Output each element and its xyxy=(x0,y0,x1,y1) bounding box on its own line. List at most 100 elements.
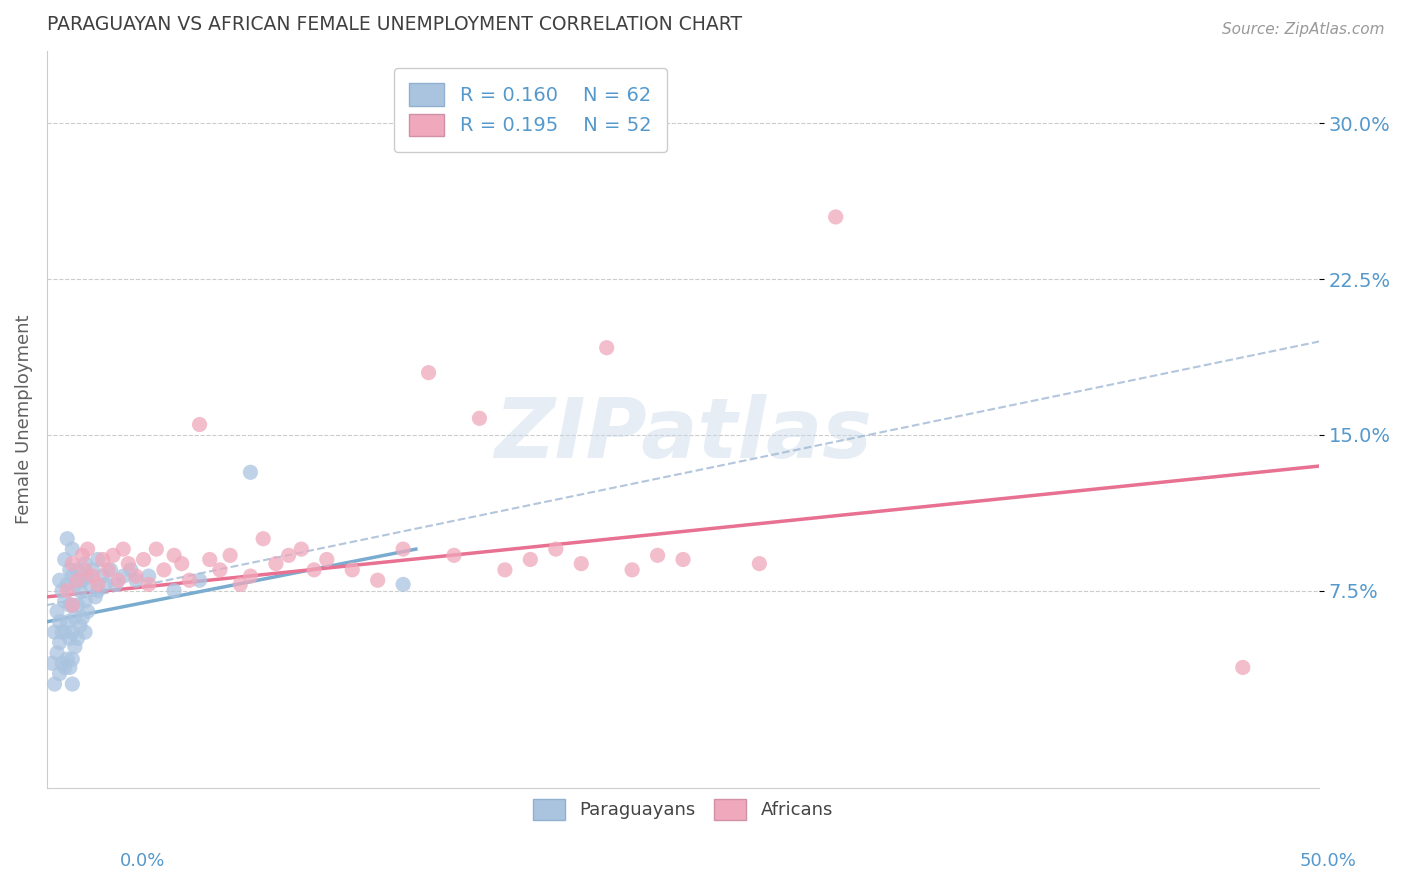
Point xyxy=(46,604,69,618)
Point xyxy=(44,625,66,640)
Point xyxy=(748,557,770,571)
Point xyxy=(117,557,139,571)
Point xyxy=(82,569,104,583)
Point xyxy=(101,549,124,563)
Point xyxy=(60,569,83,583)
Point xyxy=(277,549,299,563)
Text: 50.0%: 50.0% xyxy=(1301,852,1357,870)
Point xyxy=(91,569,114,583)
Legend: Paraguayans, Africans: Paraguayans, Africans xyxy=(526,791,841,827)
Point xyxy=(125,574,148,588)
Point xyxy=(179,574,201,588)
Point xyxy=(163,583,186,598)
Point xyxy=(60,598,83,612)
Point xyxy=(69,583,91,598)
Point xyxy=(595,341,617,355)
Point xyxy=(69,619,91,633)
Point xyxy=(60,598,83,612)
Point xyxy=(367,574,389,588)
Point xyxy=(63,640,86,654)
Point xyxy=(76,542,98,557)
Point xyxy=(125,569,148,583)
Point xyxy=(56,577,79,591)
Point xyxy=(494,563,516,577)
Point xyxy=(59,563,82,577)
Point xyxy=(138,569,160,583)
Point xyxy=(112,542,135,557)
Point xyxy=(41,657,63,671)
Point xyxy=(56,615,79,629)
Point xyxy=(59,632,82,646)
Point xyxy=(46,646,69,660)
Point xyxy=(104,577,127,591)
Y-axis label: Female Unemployment: Female Unemployment xyxy=(15,315,32,524)
Point xyxy=(73,625,96,640)
Point xyxy=(264,557,287,571)
Point xyxy=(73,594,96,608)
Point xyxy=(1232,660,1254,674)
Point xyxy=(239,465,262,479)
Point xyxy=(53,594,76,608)
Point xyxy=(73,557,96,571)
Point xyxy=(53,660,76,674)
Point xyxy=(519,552,541,566)
Point xyxy=(48,666,70,681)
Point xyxy=(53,552,76,566)
Point xyxy=(145,542,167,557)
Point xyxy=(170,557,193,571)
Point xyxy=(51,583,73,598)
Point xyxy=(94,577,117,591)
Point xyxy=(72,549,94,563)
Point xyxy=(56,652,79,666)
Point xyxy=(56,583,79,598)
Point xyxy=(107,574,129,588)
Point xyxy=(132,552,155,566)
Point xyxy=(87,552,110,566)
Point xyxy=(97,563,120,577)
Point xyxy=(48,615,70,629)
Point xyxy=(72,610,94,624)
Point xyxy=(239,569,262,583)
Point xyxy=(302,563,325,577)
Point xyxy=(392,542,415,557)
Point xyxy=(60,652,83,666)
Point xyxy=(252,532,274,546)
Point xyxy=(48,574,70,588)
Point xyxy=(153,563,176,577)
Point xyxy=(59,598,82,612)
Point xyxy=(87,577,110,591)
Point xyxy=(91,552,114,566)
Point xyxy=(59,660,82,674)
Point xyxy=(76,604,98,618)
Point xyxy=(468,411,491,425)
Text: Source: ZipAtlas.com: Source: ZipAtlas.com xyxy=(1222,22,1385,37)
Point xyxy=(84,590,107,604)
Text: PARAGUAYAN VS AFRICAN FEMALE UNEMPLOYMENT CORRELATION CHART: PARAGUAYAN VS AFRICAN FEMALE UNEMPLOYMEN… xyxy=(46,15,742,34)
Point xyxy=(63,577,86,591)
Point xyxy=(60,557,83,571)
Point xyxy=(569,557,592,571)
Point xyxy=(66,563,89,577)
Point xyxy=(647,549,669,563)
Point xyxy=(188,417,211,432)
Point xyxy=(138,577,160,591)
Point xyxy=(82,563,104,577)
Point xyxy=(112,569,135,583)
Point xyxy=(60,542,83,557)
Point xyxy=(315,552,337,566)
Point xyxy=(66,598,89,612)
Point xyxy=(188,574,211,588)
Point xyxy=(87,583,110,598)
Point xyxy=(163,549,186,563)
Point xyxy=(120,563,142,577)
Point xyxy=(219,549,242,563)
Point xyxy=(51,625,73,640)
Point xyxy=(418,366,440,380)
Point xyxy=(621,563,644,577)
Point xyxy=(51,657,73,671)
Point xyxy=(63,610,86,624)
Point xyxy=(342,563,364,577)
Point xyxy=(100,563,122,577)
Point xyxy=(56,532,79,546)
Point xyxy=(72,574,94,588)
